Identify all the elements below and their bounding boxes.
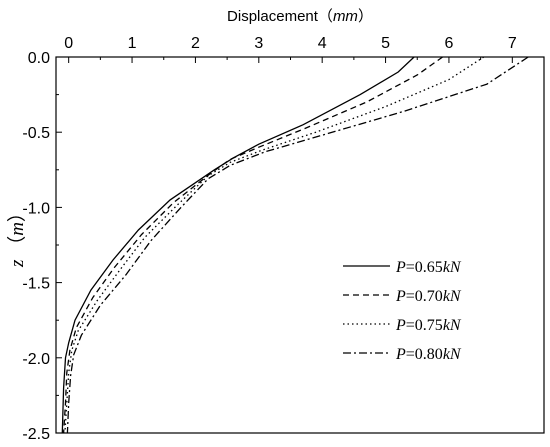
y-axis-label-text: z bbox=[7, 259, 28, 268]
y-axis-label: z （m） bbox=[6, 203, 28, 268]
legend-label-3: P=0.75kN bbox=[395, 317, 462, 334]
y-tick-label: -2.5 bbox=[22, 426, 50, 443]
legend-label-4: P=0.80kN bbox=[395, 346, 462, 363]
x-tick-label: 2 bbox=[191, 35, 200, 52]
plot-frame bbox=[55, 56, 545, 434]
x-tick-label: 5 bbox=[381, 35, 390, 52]
x-tick-label: 3 bbox=[254, 35, 263, 52]
x-tick-label: 1 bbox=[128, 35, 137, 52]
series-line-2 bbox=[62, 56, 443, 434]
series-line-3 bbox=[64, 56, 485, 434]
x-tick-label: 4 bbox=[318, 35, 327, 52]
y-tick-label: 0.0 bbox=[28, 50, 50, 67]
legend-label-1: P=0.65kN bbox=[395, 259, 462, 276]
chart-ticks: 0 1 2 3 4 5 6 7 0.0 -0.5 -1.0 -1.5 -2.0 -2.5 bbox=[22, 35, 516, 443]
chart-axes bbox=[55, 56, 545, 434]
x-axis-label: Displacement（mm） bbox=[227, 8, 373, 25]
y-tick-label: -1.0 bbox=[22, 200, 50, 217]
y-axis-label-unit: m bbox=[7, 222, 28, 236]
chart-legend: P=0.65kN P=0.70kN P=0.75kN P=0.80kN bbox=[343, 259, 462, 363]
y-tick-label: -2.0 bbox=[22, 351, 50, 368]
x-axis-label-unit: mm bbox=[333, 8, 358, 25]
series-line-1 bbox=[61, 56, 415, 434]
x-tick-label: 6 bbox=[444, 35, 453, 52]
y-tick-label: -0.5 bbox=[22, 125, 50, 142]
x-axis-label-text: Displacement bbox=[227, 8, 319, 25]
legend-label-2: P=0.70kN bbox=[395, 288, 462, 305]
chart-series bbox=[61, 56, 529, 434]
y-tick-label: -1.5 bbox=[22, 276, 50, 293]
x-tick-label: 0 bbox=[64, 35, 73, 52]
series-line-4 bbox=[66, 56, 529, 434]
x-tick-label: 7 bbox=[508, 35, 517, 52]
